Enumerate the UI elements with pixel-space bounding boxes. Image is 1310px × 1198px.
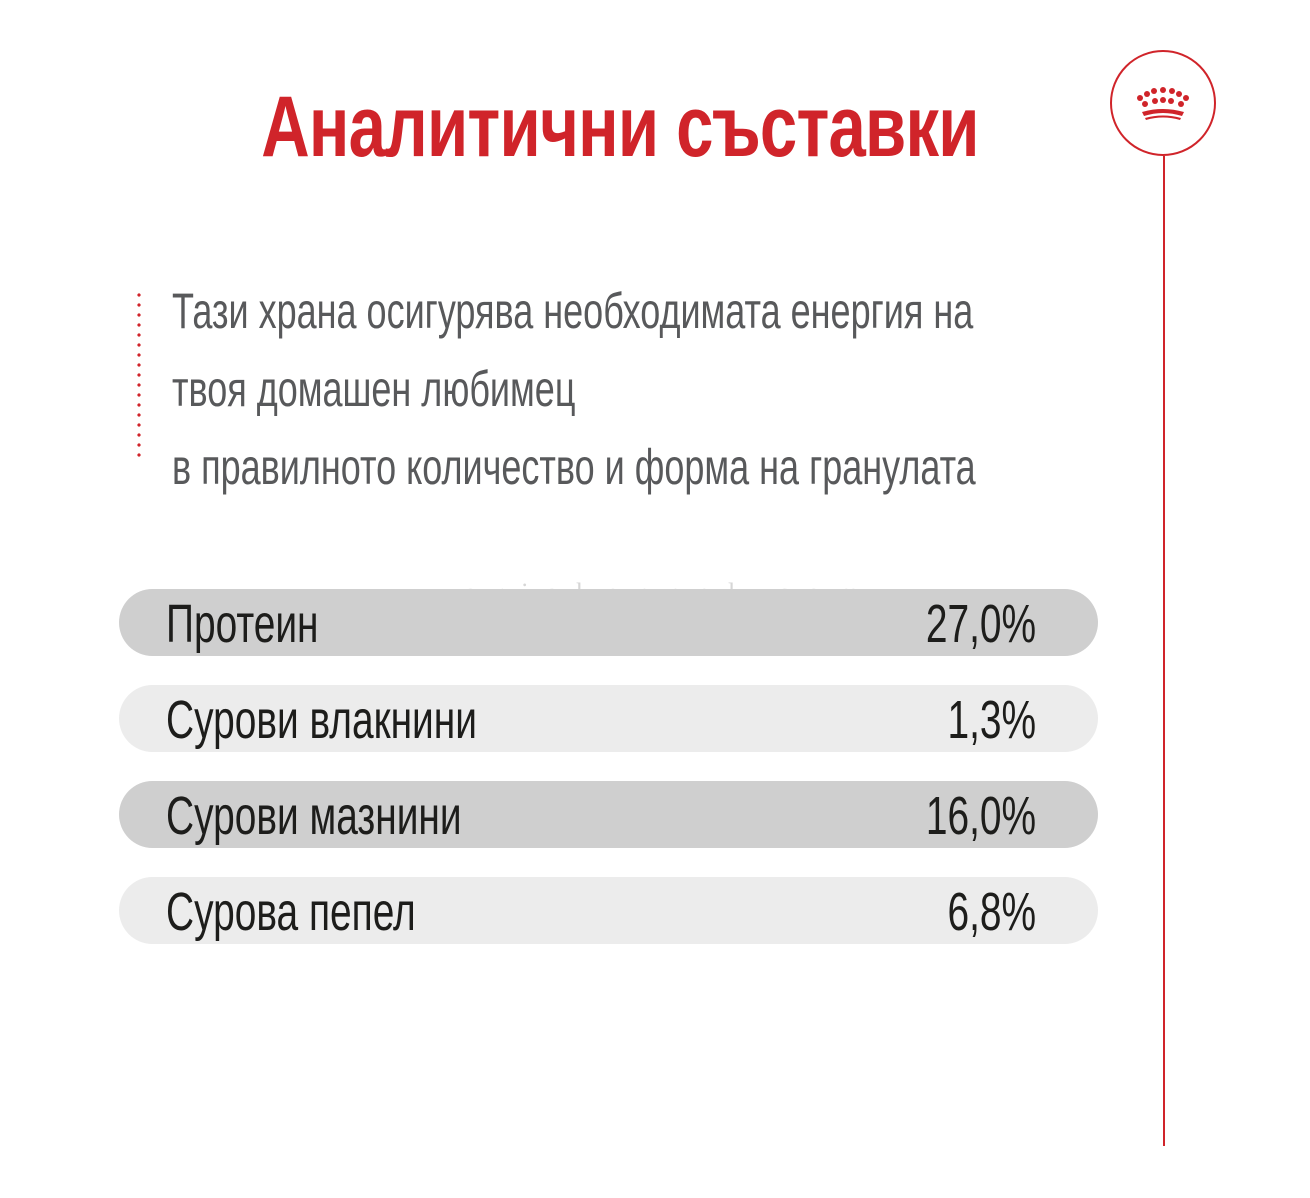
nutrient-label: Сурова пепел — [166, 882, 416, 942]
intro-line: в правилното количество и форма на грану… — [172, 439, 976, 495]
nutrient-row-fat: Сурови мазнини 16,0% — [119, 781, 1098, 848]
nutrient-value: 16,0% — [925, 786, 1036, 846]
nutrient-value: 1,3% — [947, 690, 1036, 750]
intro-text: Тази храна осигурява необходимата енерги… — [172, 272, 976, 506]
decorative-vertical-line — [1163, 156, 1165, 1146]
dotted-accent-line — [137, 290, 141, 460]
nutrient-row-protein: Протеин 27,0% — [119, 589, 1098, 656]
crown-icon — [1137, 87, 1189, 120]
nutrient-label: Сурови влакнини — [166, 690, 477, 750]
intro-line: твоя домашен любимец — [172, 361, 576, 417]
nutrient-value: 27,0% — [925, 594, 1036, 654]
nutrient-value: 6,8% — [947, 882, 1036, 942]
nutrient-row-ash: Сурова пепел 6,8% — [119, 877, 1098, 944]
nutrient-table: Протеин 27,0% Сурови влакнини 1,3% Суров… — [119, 589, 1098, 973]
nutrient-label: Протеин — [166, 594, 319, 654]
nutrient-label: Сурови мазнини — [166, 786, 462, 846]
brand-logo — [1110, 50, 1216, 156]
page-title: Аналитични съставки — [261, 79, 979, 175]
nutrient-row-fiber: Сурови влакнини 1,3% — [119, 685, 1098, 752]
intro-line: Тази храна осигурява необходимата енерги… — [172, 283, 974, 339]
